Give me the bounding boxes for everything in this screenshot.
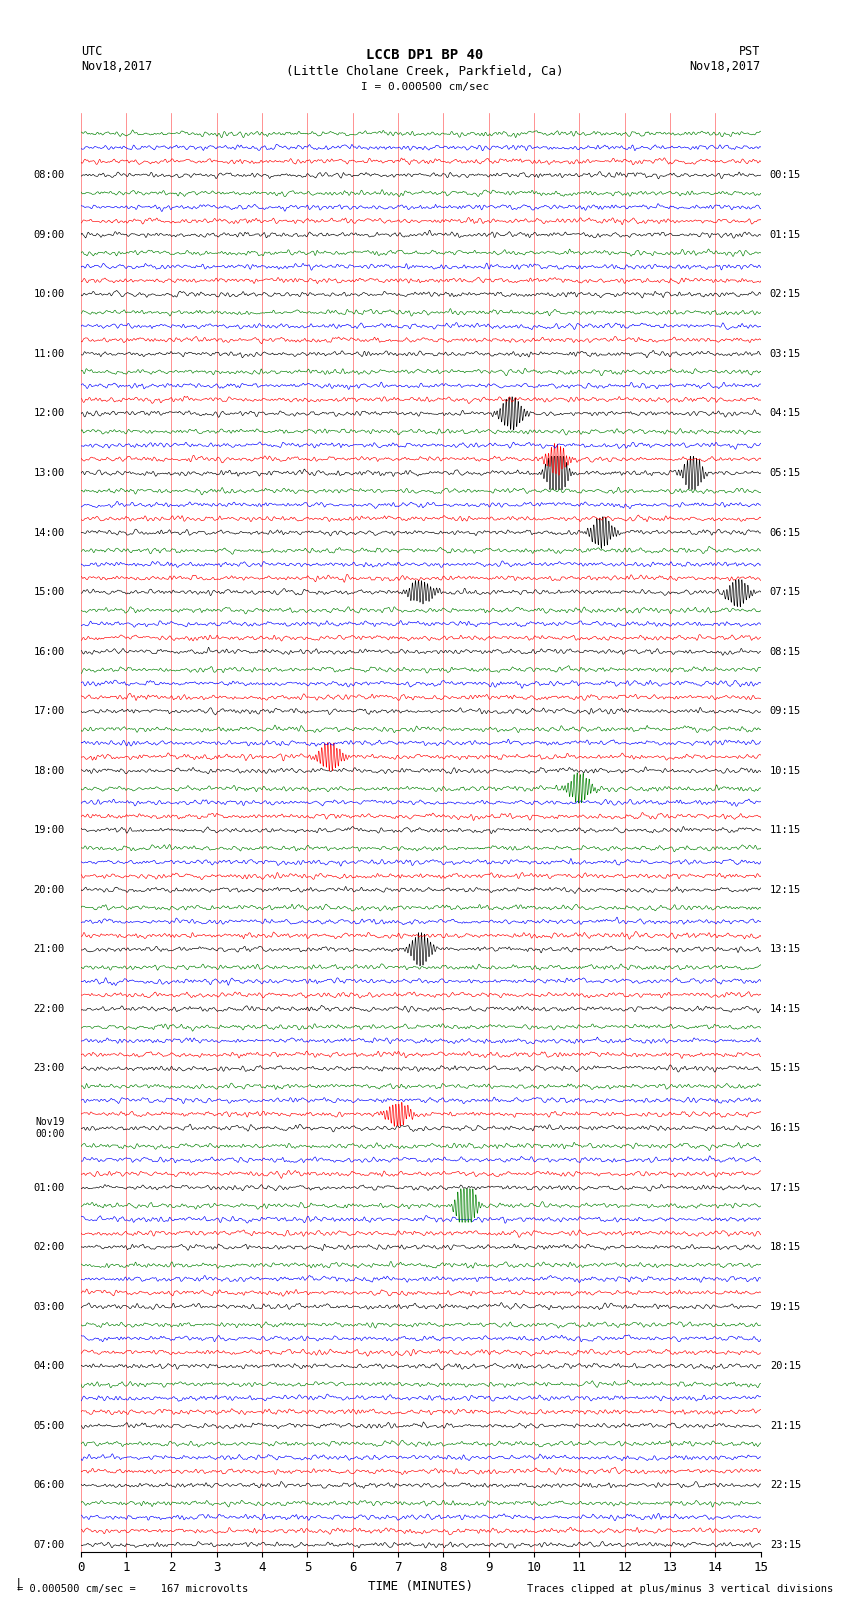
Text: 18:00: 18:00 xyxy=(34,766,65,776)
Text: 16:00: 16:00 xyxy=(34,647,65,656)
Text: 07:00: 07:00 xyxy=(34,1540,65,1550)
Text: 04:15: 04:15 xyxy=(770,408,801,418)
Text: 14:00: 14:00 xyxy=(34,527,65,537)
Text: 14:15: 14:15 xyxy=(770,1003,801,1015)
Text: 21:00: 21:00 xyxy=(34,944,65,955)
Text: UTC: UTC xyxy=(81,45,102,58)
Text: 09:00: 09:00 xyxy=(34,229,65,240)
Text: = 0.000500 cm/sec =    167 microvolts: = 0.000500 cm/sec = 167 microvolts xyxy=(17,1584,248,1594)
Text: 11:15: 11:15 xyxy=(770,826,801,836)
Text: 00:15: 00:15 xyxy=(770,171,801,181)
Text: 22:15: 22:15 xyxy=(770,1481,801,1490)
Text: Nov18,2017: Nov18,2017 xyxy=(689,60,761,73)
Text: 12:15: 12:15 xyxy=(770,886,801,895)
Text: 13:00: 13:00 xyxy=(34,468,65,477)
Text: I = 0.000500 cm/sec: I = 0.000500 cm/sec xyxy=(361,82,489,92)
Text: 17:15: 17:15 xyxy=(770,1182,801,1192)
Text: 23:15: 23:15 xyxy=(770,1540,801,1550)
Text: 01:15: 01:15 xyxy=(770,229,801,240)
Text: 18:15: 18:15 xyxy=(770,1242,801,1252)
Text: 07:15: 07:15 xyxy=(770,587,801,597)
Text: 02:15: 02:15 xyxy=(770,289,801,300)
Text: 08:15: 08:15 xyxy=(770,647,801,656)
Text: 03:00: 03:00 xyxy=(34,1302,65,1311)
Text: |: | xyxy=(14,1578,22,1590)
Text: 20:00: 20:00 xyxy=(34,886,65,895)
Text: 06:15: 06:15 xyxy=(770,527,801,537)
Text: 04:00: 04:00 xyxy=(34,1361,65,1371)
Text: 23:00: 23:00 xyxy=(34,1063,65,1073)
Text: 08:00: 08:00 xyxy=(34,171,65,181)
Text: 19:15: 19:15 xyxy=(770,1302,801,1311)
Text: 06:00: 06:00 xyxy=(34,1481,65,1490)
Text: 22:00: 22:00 xyxy=(34,1003,65,1015)
Text: 12:00: 12:00 xyxy=(34,408,65,418)
Text: 20:15: 20:15 xyxy=(770,1361,801,1371)
Text: 05:00: 05:00 xyxy=(34,1421,65,1431)
Text: Nov18,2017: Nov18,2017 xyxy=(81,60,152,73)
Text: 11:00: 11:00 xyxy=(34,348,65,358)
Text: 02:00: 02:00 xyxy=(34,1242,65,1252)
X-axis label: TIME (MINUTES): TIME (MINUTES) xyxy=(368,1581,473,1594)
Text: 19:00: 19:00 xyxy=(34,826,65,836)
Text: 10:00: 10:00 xyxy=(34,289,65,300)
Text: LCCB DP1 BP 40: LCCB DP1 BP 40 xyxy=(366,48,484,63)
Text: 10:15: 10:15 xyxy=(770,766,801,776)
Text: (Little Cholane Creek, Parkfield, Ca): (Little Cholane Creek, Parkfield, Ca) xyxy=(286,65,564,77)
Text: 15:15: 15:15 xyxy=(770,1063,801,1073)
Text: 17:00: 17:00 xyxy=(34,706,65,716)
Text: Traces clipped at plus/minus 3 vertical divisions: Traces clipped at plus/minus 3 vertical … xyxy=(527,1584,833,1594)
Text: PST: PST xyxy=(740,45,761,58)
Text: 16:15: 16:15 xyxy=(770,1123,801,1132)
Text: 01:00: 01:00 xyxy=(34,1182,65,1192)
Text: 13:15: 13:15 xyxy=(770,944,801,955)
Text: 21:15: 21:15 xyxy=(770,1421,801,1431)
Text: Nov19
00:00: Nov19 00:00 xyxy=(36,1118,65,1139)
Text: 09:15: 09:15 xyxy=(770,706,801,716)
Text: 03:15: 03:15 xyxy=(770,348,801,358)
Text: 05:15: 05:15 xyxy=(770,468,801,477)
Text: 15:00: 15:00 xyxy=(34,587,65,597)
